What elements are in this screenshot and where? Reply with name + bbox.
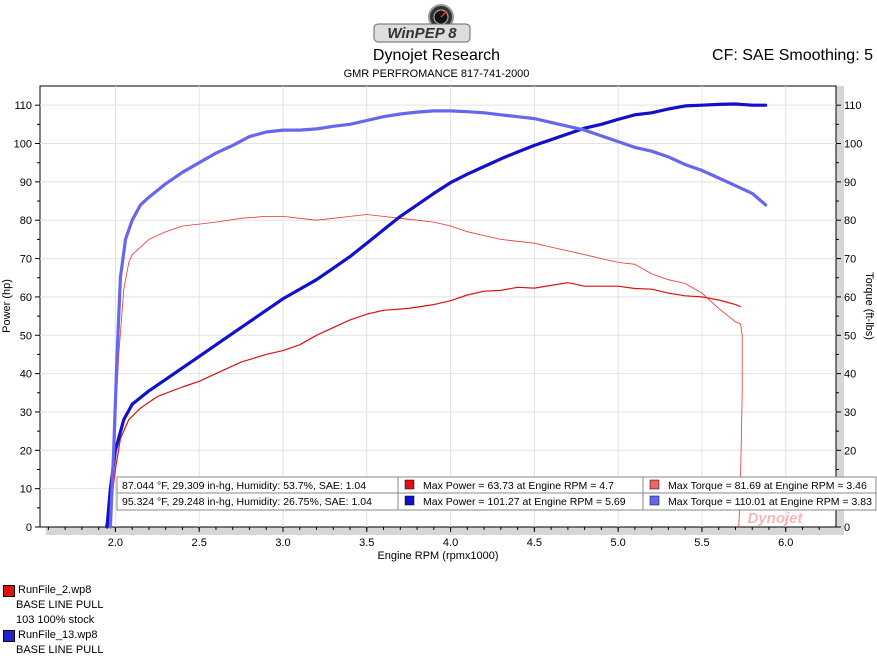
stat-conditions: 87.044 °F, 29.309 in-hg, Humidity: 53.7%… (122, 480, 366, 492)
y2-tick-label: 20 (844, 445, 856, 457)
run-file-row[interactable]: RunFile_2.wp8 (3, 583, 103, 598)
stat-max-power: Max Power = 101.27 at Engine RPM = 5.69 (423, 496, 626, 508)
chart-title: Dynojet Research (372, 47, 501, 64)
y2-tick-label: 80 (844, 215, 856, 227)
x-tick-label: 4.5 (527, 537, 542, 549)
stat-box: 87.044 °F, 29.309 in-hg, Humidity: 53.7%… (116, 476, 877, 511)
y-tick-label: 40 (20, 369, 32, 381)
x-tick-label: 2.5 (192, 537, 207, 549)
chart-subtitle: GMR PERFROMANCE 817-741-2000 (343, 68, 530, 80)
x-tick-label: 4.0 (443, 537, 458, 549)
x-tick-label: 6.0 (778, 537, 793, 549)
y-axis-label: Power (hp) (1, 279, 13, 333)
run-color-swatch (3, 584, 15, 597)
y2-tick-label: 30 (844, 407, 856, 419)
plot-area (39, 85, 837, 528)
y-tick-label: 60 (20, 292, 32, 304)
x-tick-label: 5.5 (694, 537, 709, 549)
x-axis-label: Engine RPM (rpmx1000) (377, 550, 498, 562)
stat-max-torque: Max Torque = 110.01 at Engine RPM = 3.83 (668, 496, 872, 508)
y2-tick-label: 50 (844, 330, 856, 342)
run-note: 103 100% stock (16, 614, 95, 626)
series-line (108, 109, 768, 529)
series-line (105, 102, 768, 529)
winpep-logo: WinPEP 8 (373, 4, 471, 43)
y-tick-label: 70 (20, 254, 32, 266)
y2-tick-label: 40 (844, 369, 856, 381)
dyno-chart: 0010102020303040405050606070708080909010… (1, 85, 877, 562)
y-tick-label: 80 (20, 215, 32, 227)
plot-bevel-bottom (46, 527, 844, 535)
svg-text:WinPEP 8: WinPEP 8 (387, 25, 457, 42)
x-tick-label: 3.0 (275, 537, 290, 549)
y2-tick-label: 90 (844, 177, 856, 189)
torque-swatch (649, 495, 660, 506)
run-list: RunFile_2.wp8 BASE LINE PULL 103 100% stoc… (3, 583, 103, 658)
x-tick-label: 5.0 (610, 537, 625, 549)
y2-tick-label: 60 (844, 292, 856, 304)
power-swatch (404, 479, 415, 490)
axis-ticks: 0010102020303040405050606070708080909010… (14, 100, 863, 549)
y-tick-label: 20 (20, 445, 32, 457)
plot-bevel (836, 86, 844, 534)
series-lines (104, 102, 768, 529)
y2-tick-label: 70 (844, 254, 856, 266)
series-line (108, 214, 743, 528)
y2-axis-label: Torque (ft-lbs) (863, 272, 875, 340)
y2-tick-label: 0 (844, 522, 850, 534)
dynojet-watermark: Dynojet (747, 510, 803, 527)
power-swatch (404, 495, 415, 506)
run-file-name: RunFile_2.wp8 (18, 584, 92, 596)
y-tick-label: 10 (20, 484, 32, 496)
stat-max-power: Max Power = 63.73 at Engine RPM = 4.7 (423, 480, 614, 492)
y-tick-label: 0 (26, 522, 32, 534)
stat-max-torque: Max Torque = 81.69 at Engine RPM = 3.46 (668, 480, 867, 492)
y2-tick-label: 100 (844, 139, 862, 151)
torque-swatch (649, 479, 660, 490)
y-tick-label: 30 (20, 407, 32, 419)
x-tick-label: 2.0 (108, 537, 123, 549)
run-color-swatch (3, 629, 15, 642)
y-tick-label: 100 (14, 139, 32, 151)
y-tick-label: 90 (20, 177, 32, 189)
run-file-name: RunFile_13.wp8 (18, 629, 98, 641)
stat-conditions: 95.324 °F, 29.248 in-hg, Humidity: 26.75… (122, 496, 372, 508)
run-note: BASE LINE PULL (16, 644, 104, 656)
correction-factor-label: CF: SAE Smoothing: 5 (712, 47, 873, 64)
y-tick-label: 110 (14, 100, 32, 112)
y2-tick-label: 110 (844, 100, 862, 112)
x-tick-label: 3.5 (359, 537, 374, 549)
run-file-row[interactable]: RunFile_13.wp8 (3, 628, 103, 643)
y-tick-label: 50 (20, 330, 32, 342)
series-line (104, 282, 742, 528)
run-note: BASE LINE PULL (16, 599, 104, 611)
